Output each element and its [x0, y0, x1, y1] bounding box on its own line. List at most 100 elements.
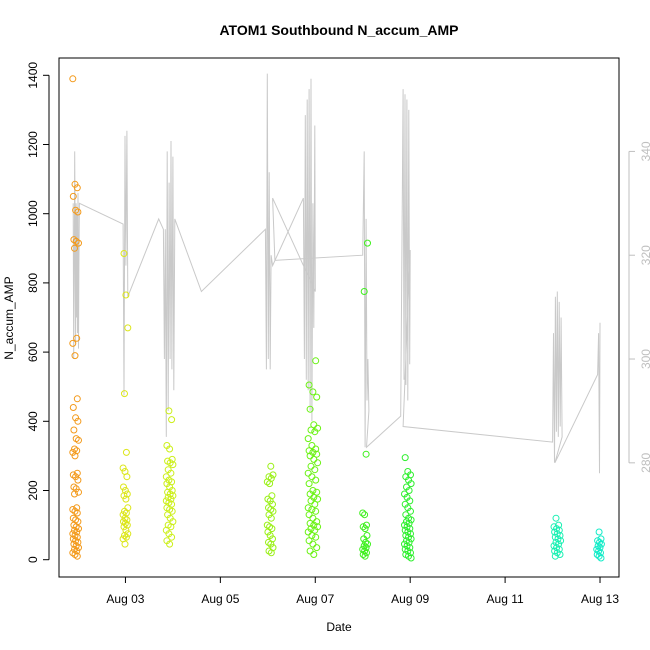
- data-point: [122, 448, 130, 456]
- data-point: [362, 450, 370, 458]
- data-point: [71, 545, 78, 553]
- data-point: [122, 291, 130, 299]
- data-point: [121, 507, 128, 515]
- data-point: [121, 390, 128, 398]
- data-point: [69, 448, 77, 456]
- data-point: [308, 506, 316, 513]
- data-point: [361, 552, 369, 560]
- data-point: [555, 540, 563, 548]
- data-point: [313, 488, 321, 496]
- data-point: [305, 480, 313, 488]
- data-point: [596, 538, 603, 546]
- data-point: [359, 509, 367, 517]
- data-point: [362, 538, 370, 546]
- data-point: [123, 490, 131, 498]
- data-point: [168, 416, 176, 424]
- data-point: [120, 483, 127, 491]
- data-point: [122, 533, 130, 541]
- y2-tick-label: 340: [639, 141, 650, 161]
- data-point: [70, 540, 78, 548]
- data-point: [71, 452, 79, 460]
- data-point: [306, 547, 314, 555]
- data-point: [556, 551, 564, 558]
- data-point: [597, 549, 604, 557]
- data-point: [69, 339, 77, 347]
- data-point: [597, 540, 605, 548]
- data-point: [304, 435, 312, 443]
- data-point: [406, 497, 414, 505]
- data-point: [312, 507, 320, 515]
- data-point: [311, 428, 319, 436]
- y-tick-label: 800: [26, 273, 40, 293]
- data-point: [167, 523, 175, 531]
- y2-tick-label: 320: [639, 245, 650, 265]
- data-point: [306, 452, 314, 460]
- data-point: [407, 480, 415, 488]
- data-point: [406, 525, 414, 533]
- data-point: [306, 519, 314, 527]
- data-point: [75, 525, 82, 533]
- data-point: [74, 538, 82, 546]
- data-point: [557, 537, 565, 545]
- data-point: [72, 414, 80, 422]
- data-point: [119, 464, 127, 472]
- x-tick-label: Aug 11: [487, 592, 524, 606]
- data-point: [71, 244, 78, 252]
- data-point: [69, 535, 77, 543]
- data-point: [69, 530, 77, 538]
- data-point: [73, 509, 81, 517]
- data-point: [359, 551, 367, 558]
- data-point: [597, 554, 605, 562]
- x-axis-label: Date: [326, 620, 352, 634]
- data-point: [304, 469, 312, 477]
- data-point: [407, 554, 415, 562]
- x-tick-label: Aug 05: [201, 592, 239, 606]
- data-point: [69, 549, 77, 557]
- data-point: [269, 507, 277, 515]
- data-point: [310, 455, 318, 463]
- data-point: [70, 236, 78, 244]
- data-point: [361, 547, 369, 555]
- data-point: [363, 549, 370, 557]
- data-point: [313, 450, 321, 458]
- data-point: [72, 523, 80, 531]
- data-point: [593, 551, 601, 558]
- data-point: [265, 547, 273, 555]
- data-point: [311, 526, 319, 534]
- data-point: [555, 545, 563, 553]
- data-point: [407, 535, 415, 543]
- data-point: [407, 530, 414, 538]
- data-point: [71, 526, 78, 534]
- plot-box: [58, 57, 620, 578]
- data-point: [267, 549, 275, 557]
- data-point: [75, 544, 82, 552]
- axes-layer: 0 200 400 600 800 1000 1200 1400 Aug 03 Aug 05 Aug…: [26, 62, 650, 606]
- data-point: [363, 521, 370, 529]
- data-point: [169, 492, 177, 500]
- data-point: [120, 250, 128, 257]
- data-point: [73, 504, 81, 512]
- y-tick-label: 0: [26, 556, 40, 563]
- y-tick-label: 200: [26, 480, 40, 500]
- x-tick-label: Aug 07: [296, 592, 334, 606]
- y2-tick-label: 300: [639, 349, 650, 369]
- data-point: [74, 417, 82, 425]
- data-point: [595, 547, 603, 555]
- data-point: [555, 521, 563, 529]
- data-point: [406, 544, 414, 552]
- data-point: [305, 447, 313, 455]
- data-point: [123, 473, 131, 481]
- data-point: [595, 528, 603, 536]
- data-point: [73, 469, 81, 477]
- data-point: [401, 454, 409, 462]
- data-point: [71, 445, 78, 453]
- data-point: [595, 552, 603, 560]
- data-point: [73, 334, 81, 342]
- data-point: [364, 540, 371, 548]
- data-point: [69, 471, 77, 479]
- data-point: [551, 552, 559, 560]
- data-point: [71, 352, 79, 360]
- data-point: [361, 511, 369, 519]
- data-point: [552, 514, 560, 522]
- data-point: [72, 206, 80, 214]
